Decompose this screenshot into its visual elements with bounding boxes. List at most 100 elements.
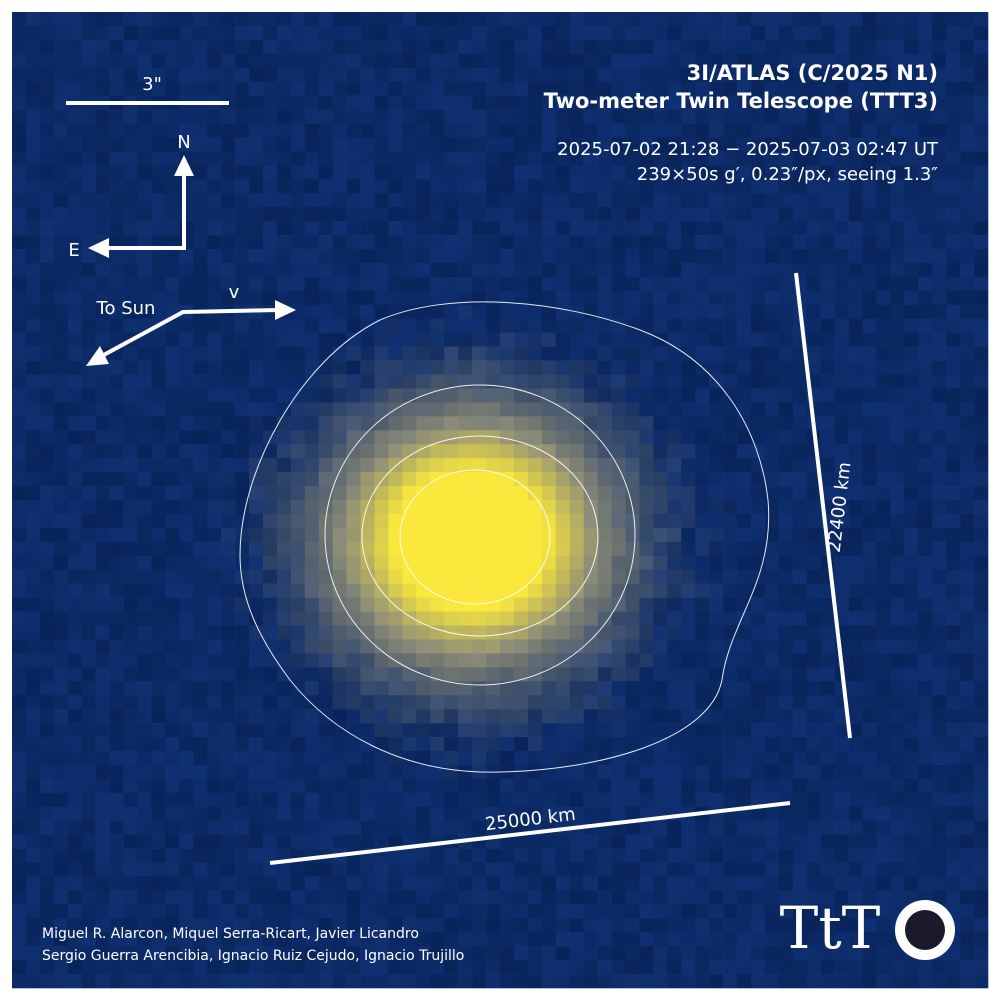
pixel	[639, 304, 654, 320]
pixel	[262, 151, 278, 166]
pixel	[472, 723, 487, 738]
pixel	[235, 932, 250, 947]
pixel	[193, 207, 208, 222]
pixel	[346, 946, 361, 961]
pixel	[653, 12, 668, 27]
pixel	[416, 764, 431, 780]
pixel	[304, 25, 320, 41]
pixel	[137, 709, 152, 724]
pixel	[458, 555, 473, 571]
pixel	[290, 723, 306, 738]
pixel	[39, 737, 55, 752]
pixel	[541, 81, 557, 96]
pixel	[974, 932, 989, 947]
pixel	[792, 53, 808, 69]
pixel	[95, 416, 110, 431]
pixel	[890, 974, 905, 989]
pixel	[834, 193, 849, 208]
pixel	[848, 834, 863, 849]
pixel	[778, 834, 794, 849]
pixel	[304, 737, 320, 752]
pixel	[304, 778, 320, 794]
pixel	[81, 500, 96, 515]
pixel	[318, 778, 333, 794]
pixel	[737, 541, 752, 557]
pixel	[318, 569, 333, 584]
pixel	[862, 625, 877, 640]
pixel	[137, 53, 152, 69]
pixel	[67, 500, 83, 515]
pixel	[960, 207, 975, 222]
pixel	[165, 416, 180, 431]
pixel	[388, 193, 403, 208]
pixel	[611, 276, 626, 292]
pixel	[862, 12, 877, 27]
pixel	[862, 276, 877, 292]
pixel	[402, 681, 417, 696]
pixel	[848, 95, 863, 110]
pixel	[109, 374, 124, 389]
pixel	[332, 737, 347, 752]
pixel	[918, 346, 933, 361]
pixel	[25, 806, 41, 821]
pixel	[95, 597, 110, 612]
pixel	[583, 430, 598, 445]
pixel	[527, 374, 543, 389]
pixel	[862, 262, 877, 278]
pixel	[667, 750, 682, 766]
pixel	[555, 932, 571, 947]
pixel	[778, 151, 794, 166]
pixel	[402, 374, 417, 389]
pixel	[388, 374, 403, 389]
pixel	[625, 262, 640, 278]
pixel	[165, 207, 180, 222]
pixel	[81, 402, 96, 417]
pixel	[778, 737, 794, 752]
pixel	[500, 179, 515, 194]
pixel	[332, 193, 347, 208]
pixel	[583, 653, 598, 668]
pixel	[848, 848, 863, 863]
pixel	[569, 960, 584, 975]
pixel	[723, 123, 738, 138]
pixel	[486, 876, 501, 891]
pixel	[750, 750, 766, 766]
pixel	[388, 500, 403, 515]
pixel	[235, 249, 250, 264]
pixel	[932, 67, 947, 83]
pixel	[890, 695, 905, 710]
pixel	[67, 597, 83, 612]
pixel	[67, 486, 83, 501]
pixel	[709, 332, 724, 347]
pixel	[332, 458, 347, 473]
pixel	[709, 388, 724, 403]
pixel	[625, 235, 640, 250]
pixel	[193, 39, 208, 55]
pixel	[458, 332, 473, 347]
pixel	[513, 262, 529, 278]
pixel	[221, 764, 236, 780]
pixel	[904, 81, 919, 96]
pixel	[332, 918, 347, 933]
pixel	[597, 374, 612, 389]
pixel	[235, 625, 250, 640]
pixel	[25, 513, 41, 529]
pixel	[374, 946, 389, 961]
pixel	[290, 876, 306, 891]
pixel	[53, 709, 69, 724]
pixel	[834, 151, 849, 166]
pixel	[527, 555, 543, 571]
pixel	[81, 709, 96, 724]
pixel	[834, 39, 849, 55]
pixel	[123, 67, 138, 83]
pixel	[681, 946, 696, 961]
pixel	[904, 848, 919, 863]
pixel	[778, 179, 794, 194]
pixel	[39, 890, 55, 905]
pixel	[583, 346, 598, 361]
pixel	[764, 876, 780, 891]
pixel	[778, 555, 794, 571]
pixel	[764, 639, 780, 654]
pixel	[737, 123, 752, 138]
pixel	[695, 137, 710, 152]
